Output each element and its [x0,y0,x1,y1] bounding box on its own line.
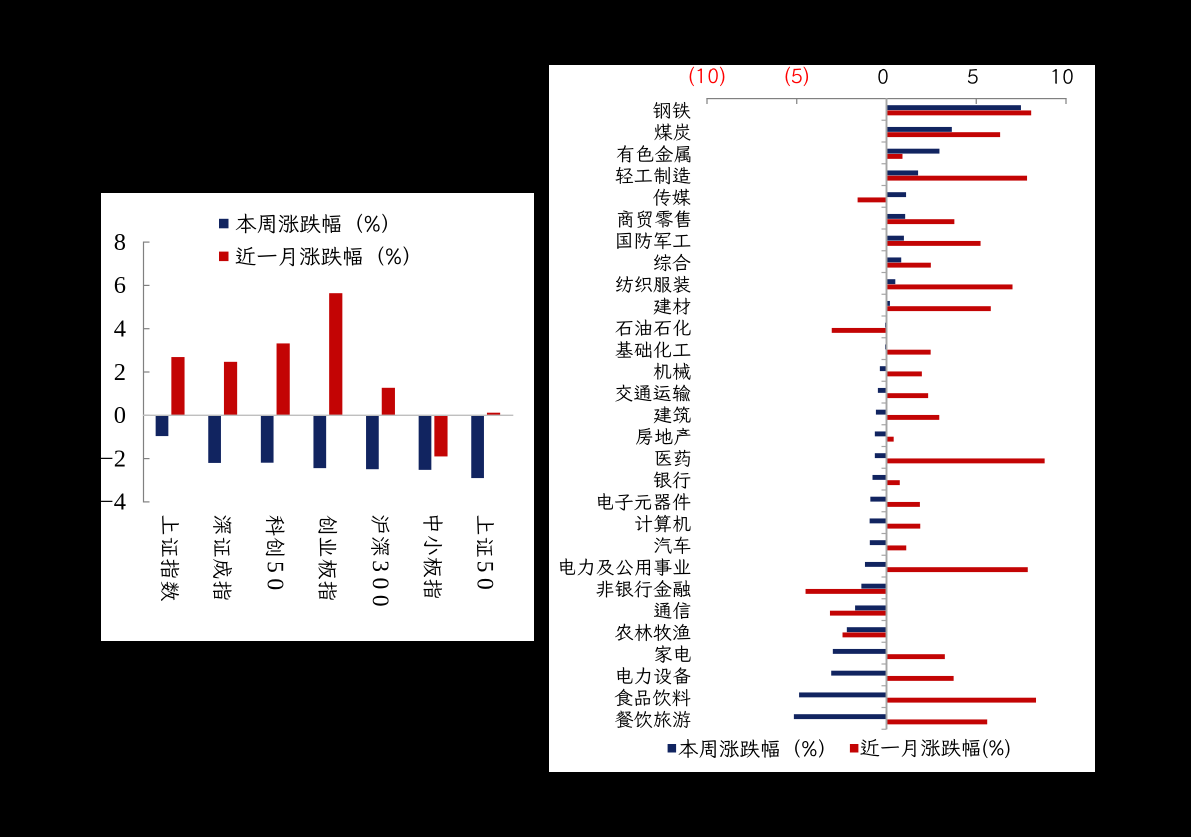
svg-text:0: 0 [114,402,126,429]
svg-text:−4: −4 [101,489,126,516]
svg-text:6: 6 [114,272,126,299]
svg-text:2: 2 [114,359,126,386]
svg-text:4: 4 [114,316,126,343]
svg-text:−2: −2 [101,445,126,472]
svg-text:8: 8 [114,229,126,256]
